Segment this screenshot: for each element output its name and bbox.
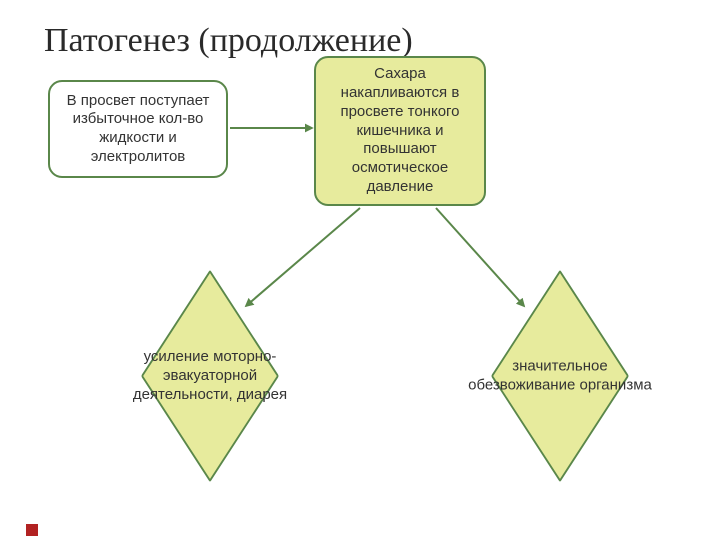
node-diamond-right: значительное обезвоживание организма (498, 314, 622, 438)
node-box-right-label: Сахара накапливаются в просвете тонкого … (324, 65, 476, 196)
node-box-left: В просвет поступает избыточное кол-во жи… (48, 80, 228, 178)
accent-square (26, 524, 38, 536)
node-box-right: Сахара накапливаются в просвете тонкого … (314, 56, 486, 206)
arrow (246, 208, 360, 306)
node-diamond-left-label: усиление моторно-эвакуаторной деятельнос… (114, 348, 306, 404)
slide-title: Патогенез (продолжение) (44, 22, 413, 60)
arrow (436, 208, 524, 306)
node-box-left-label: В просвет поступает избыточное кол-во жи… (58, 92, 218, 167)
node-diamond-left: усиление моторно-эвакуаторной деятельнос… (148, 314, 272, 438)
node-diamond-right-label: значительное обезвоживание организма (464, 357, 656, 395)
